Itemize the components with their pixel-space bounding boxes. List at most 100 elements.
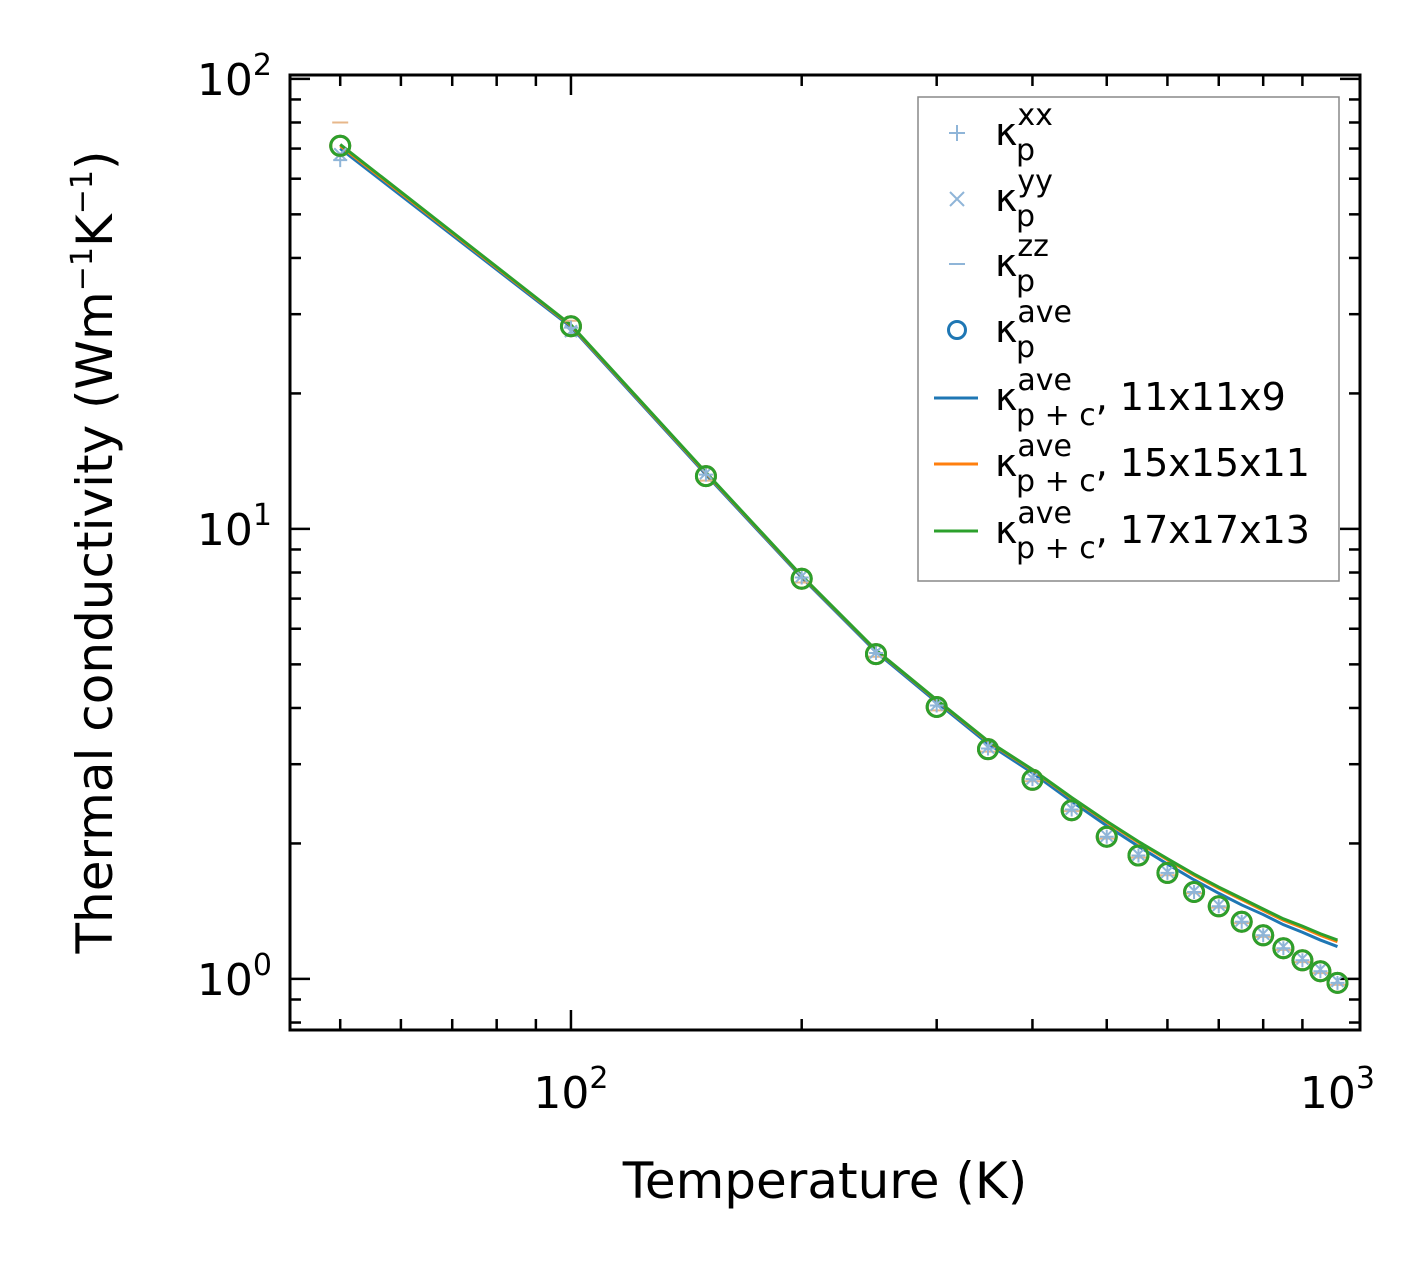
marker-kappa-yy — [1212, 898, 1226, 912]
legend-marker-cross — [949, 191, 965, 207]
marker-kappa-ave-3 — [1021, 768, 1044, 791]
legend-marker-circle — [947, 320, 967, 340]
legend-sub: p — [1016, 199, 1035, 234]
legend-sub: p + c — [1016, 464, 1096, 499]
y-tick-exp: 0 — [253, 948, 272, 983]
x-tick-exp: 2 — [589, 1061, 608, 1096]
legend-sup: ave — [1017, 429, 1072, 464]
legend-sup: zz — [1017, 229, 1049, 264]
marker-kappa-yy — [1295, 951, 1310, 966]
marker-kappa-ave-3 — [1095, 825, 1118, 848]
marker-kappa-yy — [869, 645, 883, 659]
legend-symbol: κ — [995, 508, 1017, 552]
major-ticks — [290, 75, 1360, 1030]
legend-suffix: , 15x15x11 — [1096, 441, 1310, 485]
legend-label: κzz p — [995, 229, 1049, 299]
legend-label: κxx p — [995, 98, 1053, 168]
marker-kappa-yy — [929, 697, 944, 712]
y-tick-exp: 1 — [253, 498, 272, 533]
y-tick-base: 10 — [197, 505, 253, 556]
marker-kappa-ave-3 — [694, 465, 717, 488]
marker-kappa-yy — [1131, 847, 1146, 862]
series-line-3 — [339, 143, 1338, 942]
marker-kappa-ave-3 — [329, 134, 352, 157]
legend-sub: p — [1016, 330, 1035, 365]
x-tick-base: 10 — [533, 1068, 589, 1119]
legend-frame — [917, 96, 1340, 582]
marker-kappa-ave-3 — [1207, 895, 1230, 918]
legend-label: κave p — [995, 295, 1072, 365]
legend-label: κave p + c, 11x11x9 — [995, 363, 1286, 433]
marker-kappa-ave-3 — [1252, 924, 1275, 947]
x-tick-label: 102 — [533, 1061, 608, 1119]
legend-sub: p + c — [1016, 398, 1096, 433]
y-axis-label: Thermal conductivity (Wm−1K−1) — [65, 151, 124, 955]
y-tick-label: 102 — [197, 48, 272, 106]
legend-suffix: , 17x17x13 — [1096, 508, 1310, 552]
marker-kappa-yy — [981, 740, 995, 755]
y-tick-exp: 2 — [253, 48, 272, 83]
marker-kappa-yy — [1256, 927, 1270, 941]
legend-label: κave p + c, 17x17x13 — [995, 496, 1310, 566]
x-tick-label: 103 — [1300, 1061, 1375, 1119]
legend-sub: p + c — [1016, 531, 1096, 566]
legend-sup: yy — [1017, 164, 1053, 199]
marker-kappa-ave-3 — [790, 567, 813, 590]
legend-sub: p — [1016, 264, 1035, 299]
marker-kappa-ave-3 — [1309, 960, 1332, 983]
legend-label: κave p + c, 15x15x11 — [995, 429, 1310, 499]
x-tick-exp: 3 — [1356, 1061, 1375, 1096]
marker-kappa-yy — [1064, 801, 1079, 816]
marker-kappa-yy — [1330, 974, 1345, 988]
minor-ticks — [290, 75, 1360, 1030]
marker-kappa-ave-3 — [1291, 949, 1314, 972]
marker-kappa-yy — [1160, 865, 1175, 879]
legend-symbol: κ — [995, 241, 1017, 285]
marker-kappa-ave-3 — [1127, 844, 1150, 867]
x-axis-label: Temperature (K) — [622, 1152, 1027, 1210]
marker-kappa-yy — [794, 569, 809, 583]
marker-kappa-xx — [1330, 975, 1345, 990]
marker-kappa-xx — [698, 467, 713, 482]
plot-frame — [288, 73, 1362, 1032]
y-axis-label-k: K — [66, 213, 124, 247]
marker-kappa-yy — [1235, 913, 1249, 927]
marker-kappa-yy — [1313, 962, 1328, 977]
legend-label: κyy p — [995, 164, 1053, 234]
y-axis-label-exp2: −1 — [65, 170, 100, 214]
y-tick-label: 100 — [197, 948, 272, 1006]
marker-kappa-ave-3 — [1183, 881, 1206, 904]
legend-symbol: κ — [995, 176, 1017, 220]
legend-sup: ave — [1017, 295, 1072, 330]
legend-symbol: κ — [995, 441, 1017, 485]
marker-kappa-ave-3 — [1060, 799, 1083, 822]
marker-kappa-ave-3 — [1272, 937, 1295, 960]
marker-kappa-xx — [1234, 914, 1249, 929]
y-tick-label: 101 — [197, 498, 272, 556]
legend-symbol: κ — [995, 375, 1017, 419]
marker-kappa-yy — [1187, 884, 1201, 898]
marker-kappa-yy — [1276, 939, 1291, 954]
y-axis-label-close: ) — [66, 151, 124, 171]
marker-kappa-yy — [1100, 829, 1114, 843]
y-tick-base: 10 — [197, 955, 253, 1006]
marker-kappa-ave-3 — [559, 315, 582, 338]
y-axis-label-main: Thermal conductivity (Wm — [66, 291, 124, 954]
legend-sup: ave — [1017, 496, 1072, 531]
legend-sup: xx — [1017, 98, 1053, 133]
legend-sup: ave — [1017, 363, 1072, 398]
marker-kappa-ave-3 — [1156, 861, 1179, 884]
marker-kappa-ave-3 — [1230, 910, 1253, 933]
marker-kappa-yy — [1025, 771, 1040, 786]
marker-kappa-xx — [1276, 941, 1291, 956]
marker-kappa-ave-3 — [1326, 971, 1349, 994]
marker-kappa-ave-3 — [925, 696, 948, 719]
legend-sub: p — [1016, 133, 1035, 168]
x-tick-base: 10 — [1300, 1068, 1356, 1119]
series-lines — [339, 143, 1339, 948]
marker-kappa-xx — [1313, 964, 1328, 979]
y-axis-label-exp1: −1 — [65, 247, 100, 291]
